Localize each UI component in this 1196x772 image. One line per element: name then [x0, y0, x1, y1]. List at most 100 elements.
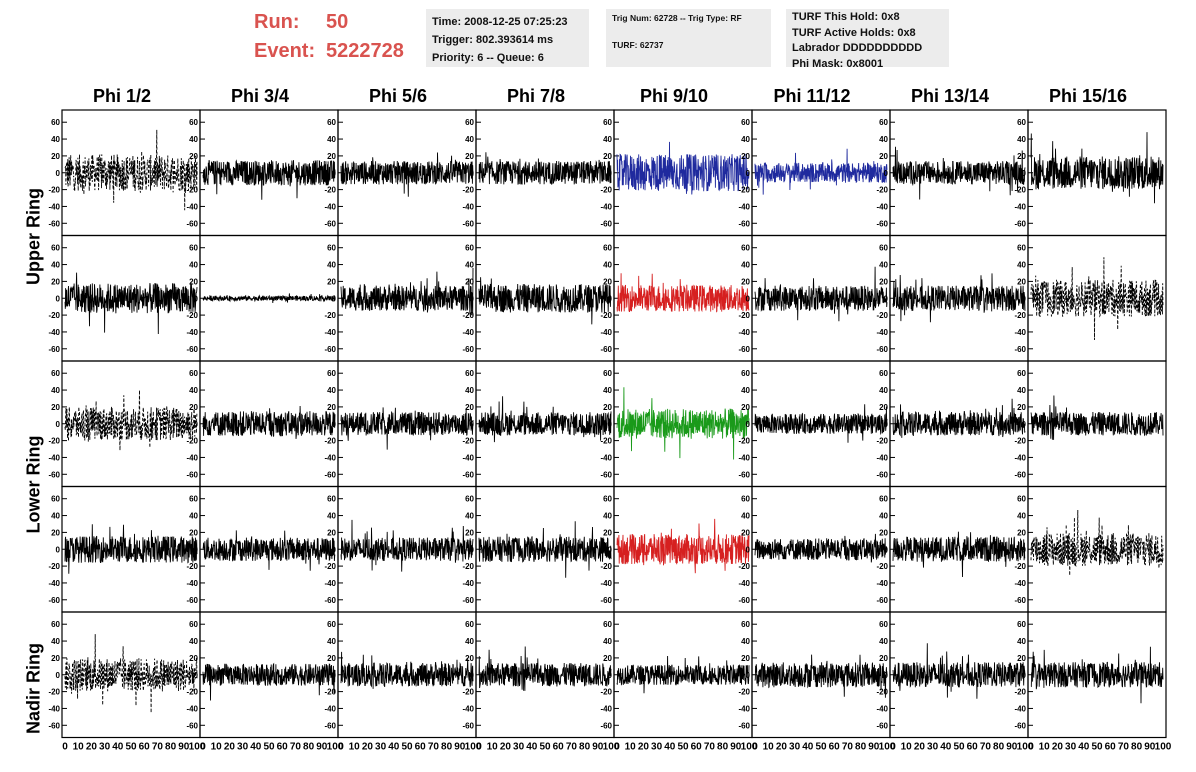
x-tick-label: 60	[277, 742, 289, 753]
waveform-trace	[64, 390, 198, 451]
labrador-text: Labrador DDDDDDDDDD	[792, 42, 923, 54]
y-tick-label: 40	[189, 386, 198, 395]
x-tick-label: 90	[592, 742, 604, 753]
x-tick-label: 0	[890, 742, 896, 753]
x-tick-label: 60	[553, 742, 565, 753]
y-tick-label: 0	[746, 420, 751, 429]
y-tick-label: -60	[738, 345, 750, 354]
x-tick-label: 90	[178, 742, 190, 753]
y-tick-label: 40	[51, 512, 60, 521]
y-tick-label: -40	[876, 202, 888, 211]
y-tick-label: -40	[324, 328, 336, 337]
x-tick-label: 30	[99, 742, 111, 753]
y-tick-label: 0	[608, 420, 613, 429]
y-tick-label: 20	[465, 152, 474, 161]
panel-r1-c0: -60 -40 -20 0 20 40 60	[48, 234, 201, 362]
x-tick-label: 20	[224, 742, 236, 753]
y-tick-label: 60	[465, 118, 474, 127]
trigger-text: Trigger: 802.393614 ms	[432, 34, 554, 46]
waveform-trace	[892, 273, 1026, 323]
x-tick-label: 100	[327, 742, 344, 753]
y-tick-label: -40	[186, 579, 198, 588]
y-tick-label: 0	[608, 545, 613, 554]
col-header-phi-1-2: Phi 1/2	[92, 86, 152, 106]
y-tick-label: -40	[876, 579, 888, 588]
y-tick-label: 20	[879, 152, 888, 161]
y-tick-label: -40	[462, 453, 474, 462]
y-tick-label: -60	[48, 219, 60, 228]
panel-r0-c4: -60 -40 -20 0 20 40 60	[600, 109, 753, 237]
y-tick-label: 60	[1017, 118, 1026, 127]
y-tick-label: -20	[186, 562, 198, 571]
y-tick-label: -20	[462, 688, 474, 697]
y-tick-label: -20	[186, 688, 198, 697]
y-tick-label: -60	[462, 596, 474, 605]
panel-r1-c6: -60 -40 -20 0 20 40 60	[876, 234, 1029, 362]
y-tick-label: 60	[189, 118, 198, 127]
y-tick-label: 0	[332, 545, 337, 554]
x-tick-label: 50	[539, 742, 551, 753]
x-tick-label: 70	[290, 742, 302, 753]
y-tick-label: -20	[738, 437, 750, 446]
x-tick-label: 0	[62, 742, 68, 753]
y-tick-label: -20	[1014, 688, 1026, 697]
y-tick-label: 60	[1017, 495, 1026, 504]
y-tick-label: 40	[327, 386, 336, 395]
x-tick-label: 0	[200, 742, 206, 753]
x-tick-label: 80	[579, 742, 591, 753]
panel-r1-c7: -60 -40 -20 0 20 40 60	[1014, 234, 1167, 362]
y-tick-label: 20	[327, 277, 336, 286]
waveform-trace	[202, 530, 336, 571]
y-tick-label: 60	[327, 369, 336, 378]
y-tick-label: -60	[324, 470, 336, 479]
y-tick-label: 0	[332, 671, 337, 680]
y-tick-label: 20	[189, 403, 198, 412]
x-tick-label: 40	[802, 742, 814, 753]
x-tick-label: 90	[454, 742, 466, 753]
y-tick-label: -40	[600, 704, 612, 713]
y-tick-label: 0	[332, 294, 337, 303]
waveform-trace	[754, 533, 888, 563]
y-tick-label: -20	[48, 186, 60, 195]
y-tick-label: -40	[48, 704, 60, 713]
y-tick-label: 20	[189, 528, 198, 537]
y-tick-label: 0	[884, 420, 889, 429]
x-tick-label: 40	[526, 742, 538, 753]
x-tick-label: 40	[112, 742, 124, 753]
col-header-phi-3-4: Phi 3/4	[230, 86, 290, 106]
y-tick-label: -40	[876, 328, 888, 337]
y-tick-label: 0	[332, 169, 337, 178]
y-tick-label: 40	[603, 637, 612, 646]
y-tick-label: -40	[324, 453, 336, 462]
y-tick-label: 20	[603, 654, 612, 663]
y-tick-label: -40	[600, 328, 612, 337]
waveform-trace	[1030, 132, 1164, 204]
y-tick-label: -60	[1014, 470, 1026, 479]
y-tick-label: -40	[462, 704, 474, 713]
y-tick-label: 60	[51, 495, 60, 504]
y-tick-label: -40	[186, 328, 198, 337]
panel-r2-c6: -60 -40 -20 0 20 40 60	[876, 360, 1029, 488]
y-tick-label: 60	[603, 369, 612, 378]
y-tick-label: 60	[51, 620, 60, 629]
x-tick-label: 100	[603, 742, 620, 753]
y-tick-label: 20	[465, 528, 474, 537]
y-tick-label: -40	[738, 202, 750, 211]
y-tick-label: 40	[879, 135, 888, 144]
waveform-trace	[892, 398, 1026, 438]
x-tick-label: 100	[741, 742, 758, 753]
waveform-trace	[478, 646, 612, 691]
y-tick-label: 40	[189, 512, 198, 521]
panel-r2-c4: -60 -40 -20 0 20 40 60	[600, 360, 753, 488]
y-tick-label: 0	[470, 294, 475, 303]
y-tick-label: 20	[741, 152, 750, 161]
turf-text: TURF: 62737	[612, 40, 664, 50]
y-tick-label: 40	[465, 637, 474, 646]
panel-r1-c2: -60 -40 -20 0 20 40 60	[324, 234, 477, 362]
panel-r1-c4: -60 -40 -20 0 20 40 60	[600, 234, 753, 362]
y-tick-label: -60	[48, 345, 60, 354]
col-header-phi-7-8: Phi 7/8	[506, 86, 566, 106]
col-header-phi-11-12: Phi 11/12	[773, 86, 851, 106]
y-tick-label: 20	[1017, 654, 1026, 663]
